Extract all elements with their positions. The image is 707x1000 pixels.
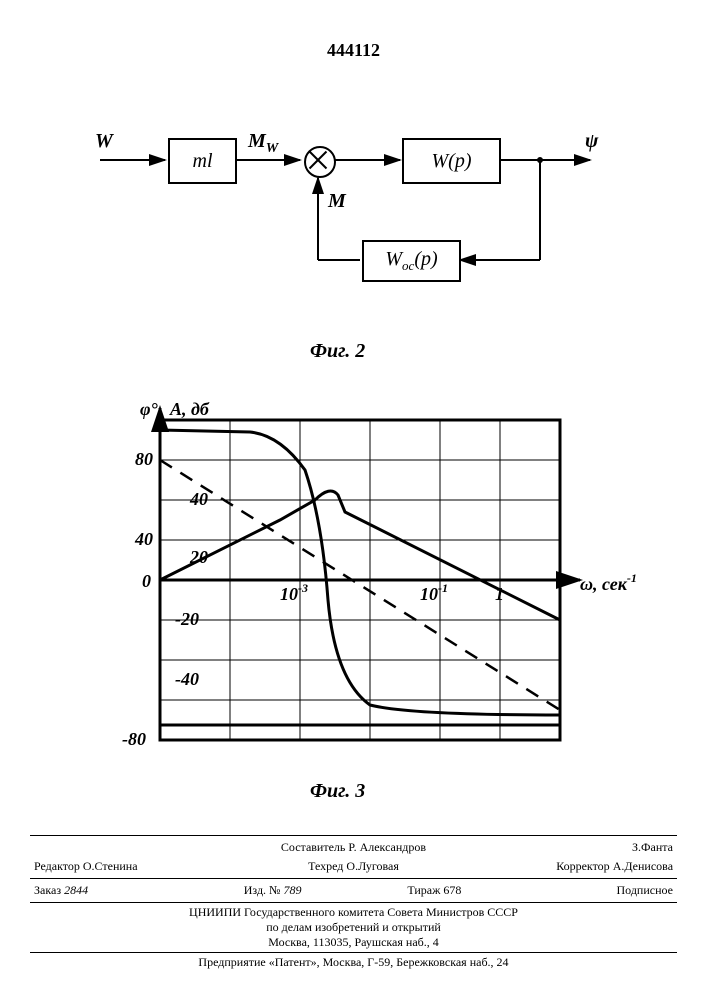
db-n40: -40 [175, 669, 199, 689]
input-w-label: W [95, 130, 113, 153]
block-woc-label: Wос(p) [385, 248, 437, 274]
db-40: 40 [189, 489, 208, 509]
woc-arg: (p) [414, 248, 437, 270]
sub-label: Подписное [617, 883, 674, 897]
mw-w: W [266, 141, 278, 156]
ed-num: 789 [284, 883, 302, 897]
fig3-caption: Фиг. 3 [310, 780, 365, 803]
output-psi-label: ψ [585, 130, 598, 153]
block-woc: Wос(p) [362, 240, 461, 282]
xtick-1e-3: 10-3 [280, 581, 308, 604]
xtick-1e-1: 10-1 [420, 581, 448, 604]
y-label-adb: А, дб [169, 400, 210, 419]
corrector1: З.Фанта [632, 840, 673, 854]
fig2-caption: Фиг. 2 [310, 340, 365, 363]
ytick-40: 40 [134, 529, 153, 549]
org1: ЦНИИПИ Государственного комитета Совета … [30, 905, 677, 920]
editor-name: О.Стенина [83, 859, 138, 873]
editor-label: Редактор [34, 859, 80, 873]
mw-m: M [248, 130, 266, 152]
block-wp: W(p) [402, 138, 501, 184]
y-label-phi: φ° [140, 400, 159, 419]
corrector2: А.Денисова [613, 859, 673, 873]
org3: Москва, 113035, Раушская наб., 4 [30, 935, 677, 950]
ed-label: Изд. № [244, 883, 281, 897]
imprint-footer: Составитель Р. Александров З.Фанта Редак… [30, 833, 677, 970]
woc-w: W [385, 248, 402, 270]
techred-name: О.Луговая [346, 859, 398, 873]
feedback-m-label: M [328, 190, 346, 213]
ytick-80: 80 [135, 449, 153, 469]
chart-svg: 80 40 0 -80 40 20 -20 -40 10-3 10-1 1 φ°… [80, 400, 640, 780]
diagram-lines [80, 120, 630, 300]
order-label: Заказ [34, 883, 61, 897]
signal-mw: MW [248, 130, 278, 157]
printer: Предприятие «Патент», Москва, Г-59, Бере… [30, 955, 677, 970]
block-ml: ml [168, 138, 237, 184]
db-n20: -20 [175, 609, 199, 629]
block-wp-label: W(p) [432, 150, 472, 173]
page-number: 444112 [0, 40, 707, 61]
bode-chart: 80 40 0 -80 40 20 -20 -40 10-3 10-1 1 φ°… [80, 400, 630, 800]
x-label: ω, сек-1 [580, 571, 637, 594]
org2: по делам изобретений и открытий [30, 920, 677, 935]
order-num: 2844 [64, 883, 88, 897]
woc-sub: ос [402, 258, 414, 273]
compiler-label: Составитель [281, 840, 345, 854]
circ-num: 678 [443, 883, 461, 897]
ytick-0: 0 [142, 571, 151, 591]
block-ml-label: ml [193, 150, 213, 173]
xtick-1: 1 [495, 584, 504, 604]
corrector-label: Корректор [556, 859, 610, 873]
compiler-name: Р. Александров [348, 840, 426, 854]
db-20: 20 [189, 547, 208, 567]
block-diagram: W ml MW M W(p) ψ Wос(p) [80, 120, 630, 340]
ytick-n80: -80 [122, 729, 146, 749]
techred-label: Техред [308, 859, 343, 873]
circ-label: Тираж [407, 883, 440, 897]
summing-junction [304, 146, 336, 178]
